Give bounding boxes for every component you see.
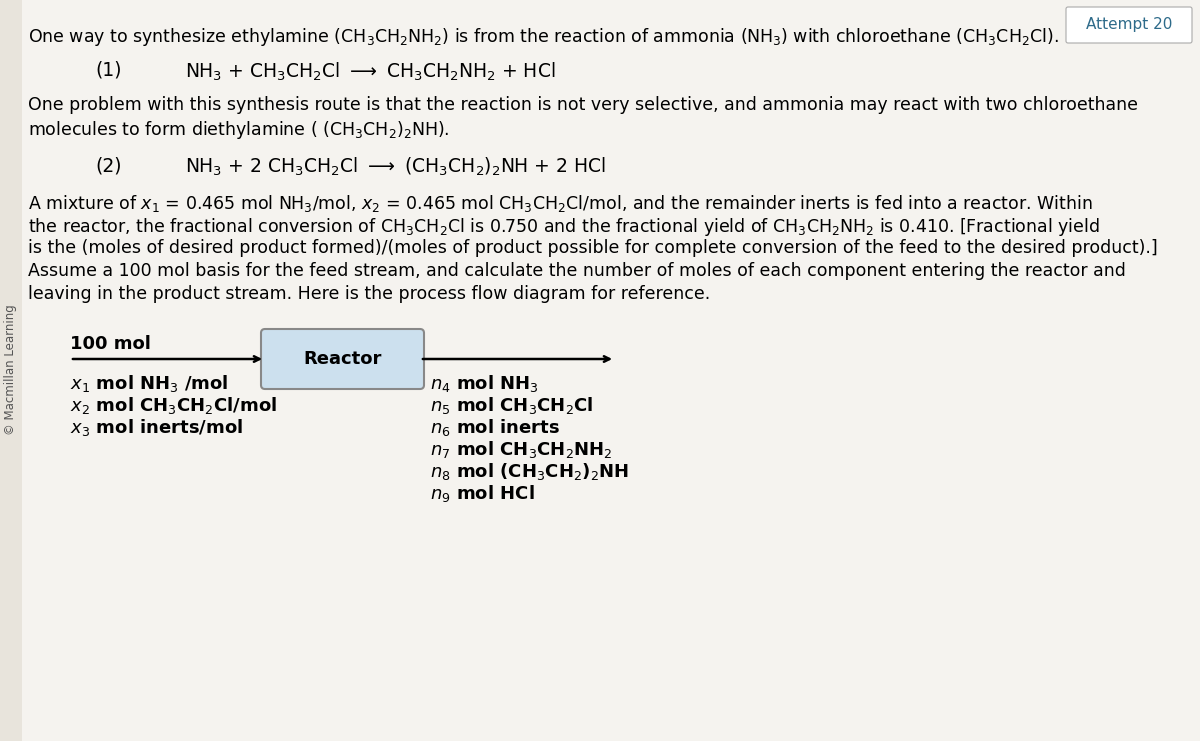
- Text: 100 mol: 100 mol: [70, 335, 151, 353]
- Text: Reactor: Reactor: [304, 350, 382, 368]
- Text: (1): (1): [95, 61, 121, 80]
- Text: $n_9$ mol HCl: $n_9$ mol HCl: [430, 483, 535, 504]
- Text: Attempt 20: Attempt 20: [1086, 18, 1172, 33]
- FancyBboxPatch shape: [1066, 7, 1192, 43]
- Text: $x_1$ mol NH$_3$ /mol: $x_1$ mol NH$_3$ /mol: [70, 373, 228, 394]
- Text: $n_7$ mol CH$_3$CH$_2$NH$_2$: $n_7$ mol CH$_3$CH$_2$NH$_2$: [430, 439, 612, 460]
- Text: molecules to form diethylamine ( (CH$_3$CH$_2$)$_2$NH).: molecules to form diethylamine ( (CH$_3$…: [28, 119, 450, 141]
- Text: the reactor, the fractional conversion of CH$_3$CH$_2$Cl is 0.750 and the fracti: the reactor, the fractional conversion o…: [28, 216, 1099, 238]
- Text: $x_3$ mol inerts/mol: $x_3$ mol inerts/mol: [70, 417, 244, 438]
- Text: Assume a 100 mol basis for the feed stream, and calculate the number of moles of: Assume a 100 mol basis for the feed stre…: [28, 262, 1126, 280]
- Text: $n_4$ mol NH$_3$: $n_4$ mol NH$_3$: [430, 373, 539, 394]
- Text: NH$_3$ + 2 CH$_3$CH$_2$Cl $\longrightarrow$ (CH$_3$CH$_2$)$_2$NH + 2 HCl: NH$_3$ + 2 CH$_3$CH$_2$Cl $\longrightarr…: [185, 156, 606, 179]
- Text: $x_2$ mol CH$_3$CH$_2$Cl/mol: $x_2$ mol CH$_3$CH$_2$Cl/mol: [70, 395, 277, 416]
- Text: leaving in the product stream. Here is the process flow diagram for reference.: leaving in the product stream. Here is t…: [28, 285, 710, 303]
- Text: One problem with this synthesis route is that the reaction is not very selective: One problem with this synthesis route is…: [28, 96, 1138, 114]
- Text: (2): (2): [95, 156, 121, 175]
- Text: $n_8$ mol (CH$_3$CH$_2$)$_2$NH: $n_8$ mol (CH$_3$CH$_2$)$_2$NH: [430, 461, 629, 482]
- Text: NH$_3$ + CH$_3$CH$_2$Cl $\longrightarrow$ CH$_3$CH$_2$NH$_2$ + HCl: NH$_3$ + CH$_3$CH$_2$Cl $\longrightarrow…: [185, 61, 556, 83]
- Text: One way to synthesize ethylamine (CH$_3$CH$_2$NH$_2$) is from the reaction of am: One way to synthesize ethylamine (CH$_3$…: [28, 26, 1058, 48]
- Text: A mixture of $x_1$ = 0.465 mol NH$_3$/mol, $x_2$ = 0.465 mol CH$_3$CH$_2$Cl/mol,: A mixture of $x_1$ = 0.465 mol NH$_3$/mo…: [28, 193, 1092, 214]
- Text: $n_6$ mol inerts: $n_6$ mol inerts: [430, 417, 560, 438]
- Text: © Macmillan Learning: © Macmillan Learning: [5, 305, 18, 436]
- Bar: [0, 0, 22, 741]
- Text: $n_5$ mol CH$_3$CH$_2$Cl: $n_5$ mol CH$_3$CH$_2$Cl: [430, 395, 594, 416]
- Text: is the (moles of desired product formed)/(moles of product possible for complete: is the (moles of desired product formed)…: [28, 239, 1158, 257]
- FancyBboxPatch shape: [262, 329, 424, 389]
